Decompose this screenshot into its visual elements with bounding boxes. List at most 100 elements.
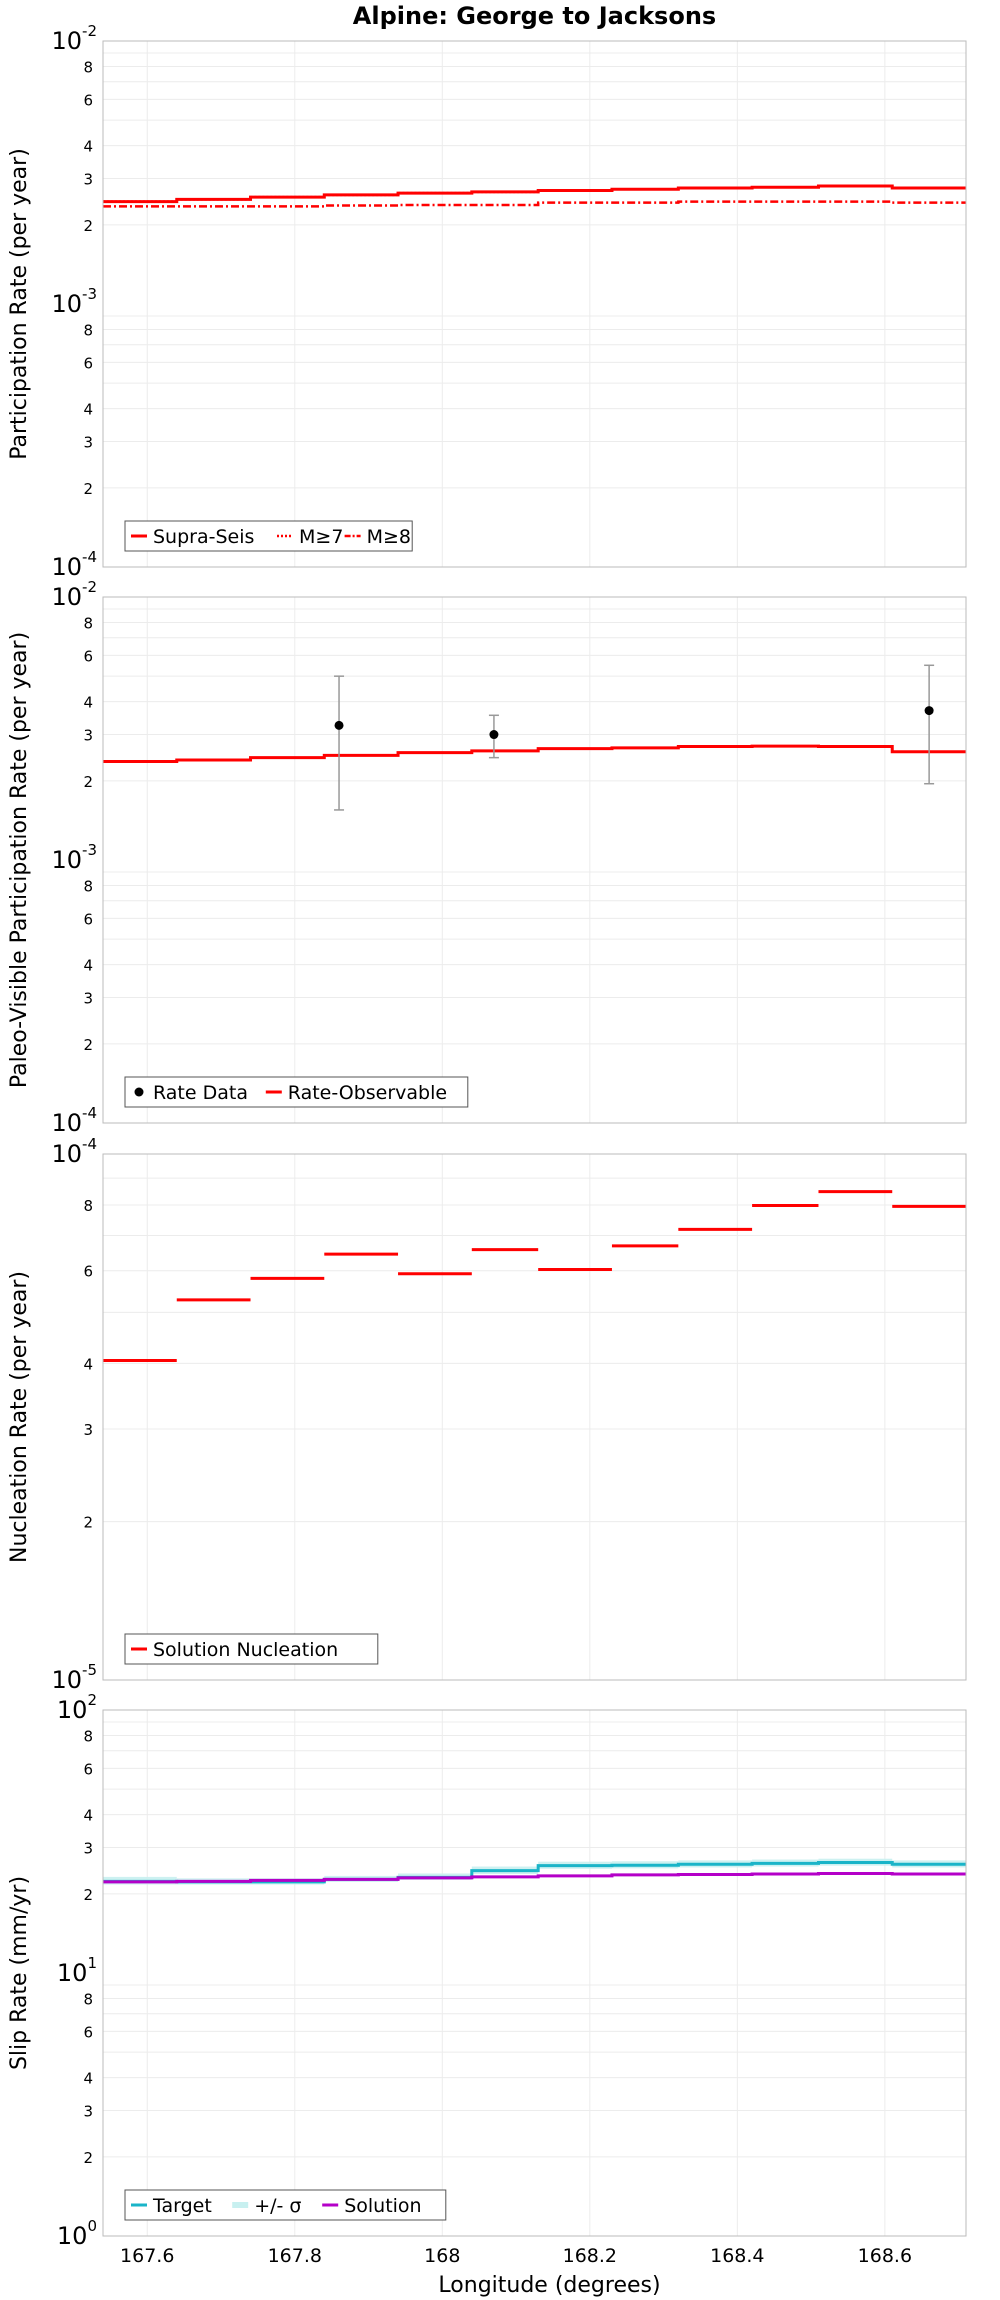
gridlines bbox=[103, 41, 966, 567]
y-tick-exponent: -5 bbox=[82, 1661, 97, 1679]
y-tick-label: 8 bbox=[83, 614, 93, 632]
y-tick-exponent: -3 bbox=[82, 841, 97, 859]
legend-box bbox=[124, 520, 413, 552]
chart-title: Alpine: George to Jacksons bbox=[353, 2, 716, 30]
legend-label: Rate-Observable bbox=[288, 1082, 447, 1104]
y-tick-label: 10-2 bbox=[51, 22, 97, 55]
plot-area bbox=[103, 41, 966, 567]
y-tick-label: 2 bbox=[83, 1036, 93, 1054]
legend-label: Solution Nucleation bbox=[153, 1639, 338, 1661]
y-tick-exponent: -2 bbox=[82, 22, 97, 40]
y-tick-label: 3 bbox=[83, 1840, 93, 1858]
y-axis-label: Slip Rate (mm/yr) bbox=[7, 1876, 32, 2070]
y-tick-label: 101 bbox=[57, 1954, 97, 1987]
y-tick-label: 10-4 bbox=[51, 1104, 97, 1137]
rate-data-points bbox=[334, 664, 935, 811]
y-tick-label: 2 bbox=[83, 1514, 93, 1532]
y-tick-label: 3 bbox=[83, 2103, 93, 2121]
y-tick-label: 6 bbox=[83, 91, 93, 109]
y-tick-label: 6 bbox=[83, 1263, 93, 1281]
y-tick-label: 10-4 bbox=[51, 1135, 97, 1168]
y-tick-label: 2 bbox=[83, 480, 93, 498]
y-tick-label: 4 bbox=[83, 138, 93, 156]
y-tick-label: 2 bbox=[83, 773, 93, 791]
legend-marker bbox=[134, 1087, 144, 1097]
y-tick-label: 4 bbox=[83, 401, 93, 419]
data-point bbox=[489, 730, 499, 740]
series-line bbox=[103, 744, 966, 763]
y-tick-label: 3 bbox=[83, 434, 93, 452]
y-axis-label: Nucleation Rate (per year) bbox=[7, 1271, 32, 1563]
series-solution bbox=[103, 1871, 966, 1884]
y-tick-exponent: -3 bbox=[82, 285, 97, 303]
gridlines bbox=[103, 1154, 966, 1680]
legend: Rate Data Rate-Observable bbox=[124, 1076, 469, 1108]
y-tick-label: 8 bbox=[83, 1197, 93, 1215]
y-tick-label: 3 bbox=[83, 727, 93, 745]
legend-label: Supra-Seis bbox=[153, 526, 254, 548]
series-line bbox=[103, 200, 966, 208]
x-tick-label: 168.4 bbox=[710, 2245, 764, 2267]
panel-2: 10-4 2 3 4 6 8 10-3 2 3 4 6 8 10-2 Paleo-Visible Part… bbox=[7, 578, 967, 1137]
data-point bbox=[334, 720, 344, 730]
series-line bbox=[103, 1871, 966, 1884]
plot-border bbox=[102, 596, 967, 1124]
y-tick-label: 4 bbox=[83, 1355, 93, 1373]
series-target bbox=[103, 1861, 966, 1884]
y-tick-label: 102 bbox=[57, 1691, 97, 1724]
y-tick-label: 2 bbox=[83, 217, 93, 235]
series-line bbox=[103, 184, 966, 203]
x-tick-label: 168.6 bbox=[858, 2245, 912, 2267]
y-tick-label: 4 bbox=[83, 1807, 93, 1825]
y-tick-label: 4 bbox=[83, 957, 93, 975]
y-tick-exponent: -4 bbox=[82, 1104, 97, 1122]
y-tick-label: 10-5 bbox=[51, 1661, 97, 1694]
y-tick-exponent: 2 bbox=[87, 1691, 97, 1709]
legend-marker bbox=[232, 2202, 249, 2208]
legend-label: Rate Data bbox=[153, 1082, 248, 1104]
y-ticks: 10-4 2 3 4 6 8 10-3 2 3 4 6 8 10-2 bbox=[51, 22, 97, 581]
y-tick-label: 6 bbox=[83, 1760, 93, 1778]
plot-area bbox=[103, 597, 966, 1123]
y-tick-label: 3 bbox=[83, 990, 93, 1008]
gridlines bbox=[103, 1710, 966, 2236]
y-tick-label: 10-3 bbox=[51, 285, 97, 318]
data-point bbox=[924, 706, 934, 716]
series-m-8 bbox=[103, 200, 966, 208]
panel-1: 10-4 2 3 4 6 8 10-3 2 3 4 6 8 10-2 Participation Rate… bbox=[7, 22, 967, 581]
legend-label: Target bbox=[152, 2195, 212, 2217]
gridlines bbox=[103, 597, 966, 1123]
series-rate-observable bbox=[103, 744, 966, 763]
y-axis-label: Participation Rate (per year) bbox=[7, 148, 32, 460]
x-ticks: 167.6 167.8 168 168.2 168.4 168.6 bbox=[120, 2245, 912, 2267]
y-tick-label: 8 bbox=[83, 321, 93, 339]
y-tick-label: 4 bbox=[83, 2070, 93, 2088]
legend-label: Solution bbox=[344, 2195, 421, 2217]
legend: Solution Nucleation bbox=[124, 1633, 379, 1665]
y-tick-label: 8 bbox=[83, 1990, 93, 2008]
y-tick-label: 100 bbox=[57, 2217, 97, 2250]
plot-area bbox=[103, 1710, 966, 2236]
y-tick-label: 4 bbox=[83, 694, 93, 712]
plot-border bbox=[102, 40, 967, 568]
x-tick-label: 168.2 bbox=[563, 2245, 617, 2267]
y-tick-label: 6 bbox=[83, 2023, 93, 2041]
y-tick-label: 8 bbox=[83, 877, 93, 895]
y-tick-label: 2 bbox=[83, 2149, 93, 2167]
y-tick-exponent: -2 bbox=[82, 578, 97, 596]
y-tick-label: 2 bbox=[83, 1886, 93, 1904]
y-tick-label: 8 bbox=[83, 58, 93, 76]
y-tick-label: 10-4 bbox=[51, 548, 97, 581]
x-tick-label: 167.8 bbox=[268, 2245, 322, 2267]
y-tick-exponent: -4 bbox=[82, 1135, 97, 1153]
series-m-7 bbox=[103, 184, 966, 203]
y-tick-label: 6 bbox=[83, 647, 93, 665]
y-tick-label: 10-3 bbox=[51, 841, 97, 874]
panel-3: 10-5 2 3 4 6 8 10-4 Nucleation Rate (per year) S… bbox=[7, 1135, 967, 1694]
legend: Target +/- σ Solution bbox=[124, 2189, 447, 2221]
y-ticks: 10-5 2 3 4 6 8 10-4 bbox=[51, 1135, 97, 1694]
y-tick-exponent: 0 bbox=[87, 2217, 97, 2235]
